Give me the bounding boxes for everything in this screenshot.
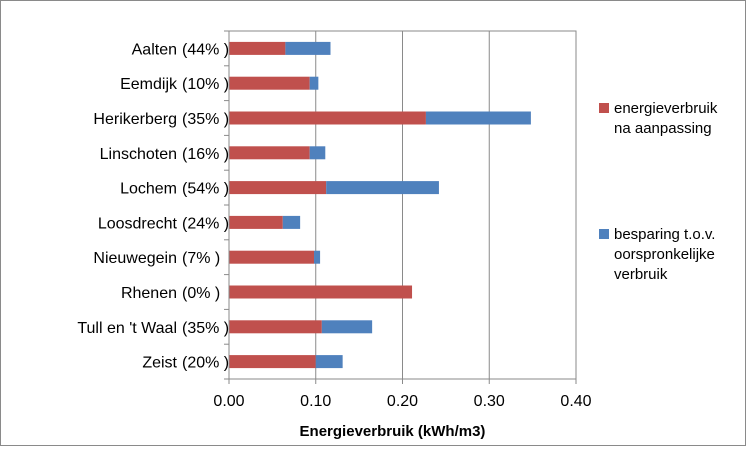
bar-besparing-2 xyxy=(425,111,531,125)
category-pct-4: (54% ) xyxy=(182,181,229,198)
legend-swatch-1 xyxy=(599,229,609,239)
legend-label-0-1: na aanpassing xyxy=(614,120,712,137)
category-pct-1: (10% ) xyxy=(182,76,229,93)
bar-besparing-3 xyxy=(309,146,326,160)
bar-na-aanpassing-6 xyxy=(229,250,315,264)
category-pct-7: (0% ) xyxy=(182,285,220,302)
x-tick-label-3: 0.30 xyxy=(474,393,505,410)
category-label-7: Rhenen xyxy=(121,285,177,302)
bar-besparing-9 xyxy=(315,355,343,369)
category-label-8: Tull en 't Waal xyxy=(77,320,177,337)
legend-label-1-0: besparing t.o.v. xyxy=(614,226,715,243)
category-pct-2: (35% ) xyxy=(182,111,229,128)
x-tick-label-0: 0.00 xyxy=(213,393,244,410)
x-tick-label-4: 0.40 xyxy=(560,393,591,410)
bar-besparing-6 xyxy=(314,250,321,264)
category-label-2: Herikerberg xyxy=(93,111,177,128)
x-tick-label-2: 0.20 xyxy=(387,393,418,410)
legend-label-1-1: oorspronkelijke xyxy=(614,246,715,263)
category-pct-5: (24% ) xyxy=(182,215,229,232)
category-pct-6: (7% ) xyxy=(182,250,220,267)
bar-na-aanpassing-3 xyxy=(229,146,310,160)
x-tick-label-1: 0.10 xyxy=(300,393,331,410)
category-label-0: Aalten xyxy=(132,41,177,58)
bar-besparing-0 xyxy=(285,41,331,55)
category-label-1: Eemdijk xyxy=(120,76,178,93)
bar-besparing-4 xyxy=(326,181,439,195)
category-label-5: Loosdrecht xyxy=(98,215,178,232)
x-axis-title: Energieverbruik (kWh/m3) xyxy=(300,423,486,440)
bar-besparing-8 xyxy=(321,320,373,334)
legend-label-1-2: verbruik xyxy=(614,266,668,283)
bar-na-aanpassing-5 xyxy=(229,215,283,229)
bar-na-aanpassing-1 xyxy=(229,76,310,90)
category-label-6: Nieuwegein xyxy=(93,250,177,267)
bar-besparing-5 xyxy=(282,215,301,229)
legend-swatch-0 xyxy=(599,103,609,113)
bar-na-aanpassing-0 xyxy=(229,41,286,55)
category-label-9: Zeist xyxy=(142,355,177,372)
category-label-4: Lochem xyxy=(120,181,177,198)
category-pct-0: (44% ) xyxy=(182,41,229,58)
bar-na-aanpassing-8 xyxy=(229,320,322,334)
bar-na-aanpassing-4 xyxy=(229,181,327,195)
legend-label-0-0: energieverbruik xyxy=(614,100,718,117)
bar-na-aanpassing-7 xyxy=(229,285,413,299)
bar-na-aanpassing-9 xyxy=(229,355,316,369)
category-label-3: Linschoten xyxy=(100,146,177,163)
bar-besparing-1 xyxy=(309,76,319,90)
category-pct-8: (35% ) xyxy=(182,320,229,337)
bar-na-aanpassing-2 xyxy=(229,111,426,125)
category-pct-9: (20% ) xyxy=(182,355,229,372)
category-pct-3: (16% ) xyxy=(182,146,229,163)
